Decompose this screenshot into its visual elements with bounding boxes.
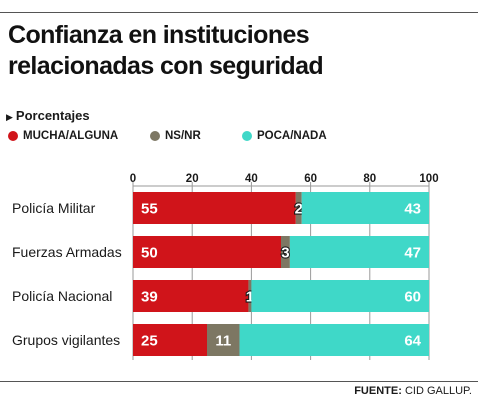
category-label-2: Policía Nacional [12,288,112,304]
title-line-1: Confianza en instituciones [8,21,310,49]
title-line-2: relacionadas con seguridad [8,52,324,80]
legend-item-poca: POCA/NADA [242,130,327,142]
data-label-2-0: 43 [404,201,421,218]
data-label-1-2: 1 [246,289,254,306]
data-label-1-0: 2 [295,201,303,218]
chart-title: Confianza en instituciones relacionadas … [8,20,468,82]
data-label-1-1: 3 [281,245,289,262]
tick-label-0: 0 [130,173,136,185]
data-label-1-3: 11 [215,333,231,350]
legend-swatch-poca [242,131,252,141]
legend-item-nsnr: NS/NR [150,130,201,142]
bar-1-0 [295,192,302,224]
bar-2-0 [301,192,429,224]
tick-label-40: 40 [245,173,258,185]
tick-label-20: 20 [186,173,199,185]
legend-label-nsnr: NS/NR [165,130,201,142]
chart-subtitle: ▶ Porcentajes [6,108,90,123]
bar-0-2 [133,280,249,312]
bar-1-1 [281,236,290,268]
tick-label-60: 60 [304,173,317,185]
source-text: CID GALLUP. [404,385,472,397]
bar-0-0 [133,192,296,224]
bottom-rule [0,381,478,382]
legend-swatch-nsnr [150,131,160,141]
source-note: FUENTE: CID GALLUP. [354,385,472,397]
subtitle-text: Porcentajes [15,108,90,123]
bar-0-1 [133,236,281,268]
bar-0-3 [133,324,207,356]
legend-item-mucha: MUCHA/ALGUNA [8,130,118,142]
data-label-0-1: 50 [141,245,158,262]
bar-2-2 [251,280,429,312]
bar-2-3 [239,324,429,356]
legend-label-poca: POCA/NADA [257,130,327,142]
bar-1-2 [248,280,252,312]
top-rule [0,12,478,13]
data-label-2-2: 60 [404,289,421,306]
tick-label-100: 100 [419,173,438,185]
triangle-right-icon: ▶ [6,112,13,122]
source-label: FUENTE: [354,385,402,397]
data-label-0-2: 39 [141,289,158,306]
data-label-0-3: 25 [141,333,158,350]
data-label-2-1: 47 [404,245,421,262]
legend-swatch-mucha [8,131,18,141]
bar-1-3 [207,324,240,356]
tick-label-80: 80 [363,173,376,185]
data-label-2-3: 64 [404,333,421,350]
category-label-0: Policía Militar [12,200,96,216]
data-label-0-0: 55 [141,201,158,218]
category-label-3: Grupos vigilantes [12,332,120,348]
legend-label-mucha: MUCHA/ALGUNA [23,130,119,142]
category-label-1: Fuerzas Armadas [12,244,122,260]
bar-2-1 [289,236,429,268]
